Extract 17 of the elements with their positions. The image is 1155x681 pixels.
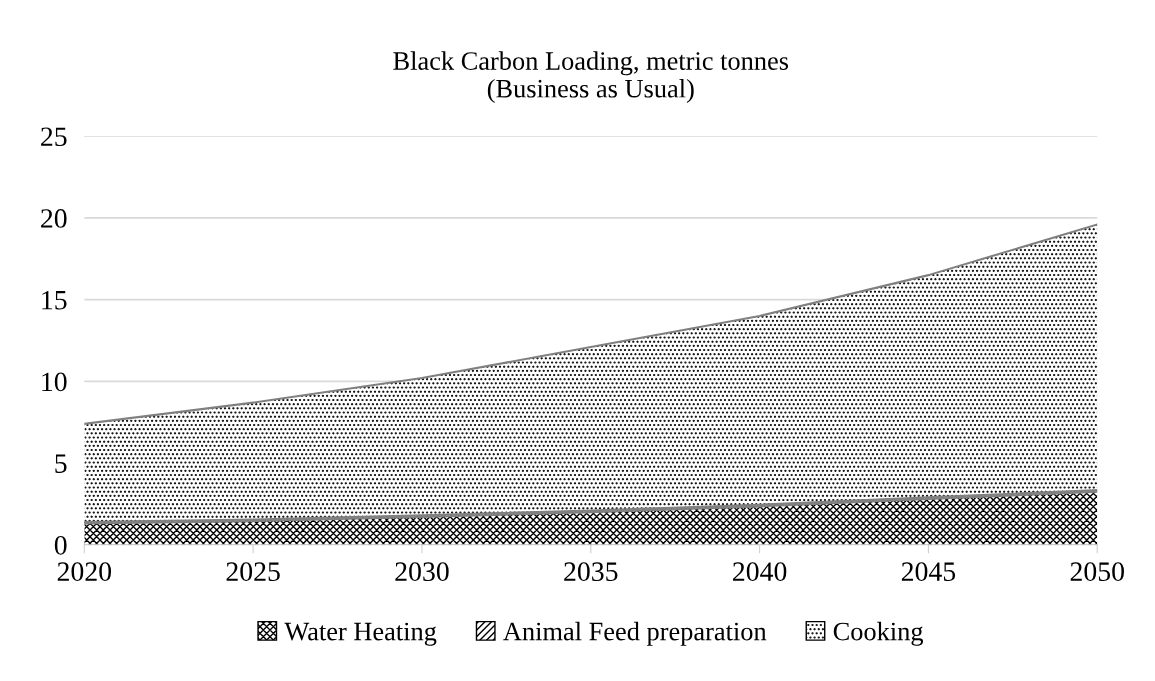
x-tick-label: 2035 <box>564 562 618 582</box>
x-tick-label: 2020 <box>57 562 112 582</box>
legend-label: Cooking <box>833 621 924 646</box>
legend-label: Animal Feed preparation <box>503 621 767 646</box>
x-tick-label: 2025 <box>226 562 280 582</box>
y-tick-label: 15 <box>42 290 67 310</box>
chart-title: Black Carbon Loading, metric tonnes (Business as Usual) <box>393 51 789 103</box>
y-tick-label: 25 <box>41 127 67 147</box>
y-tick-label: 20 <box>41 209 67 228</box>
x-tick-label: 2040 <box>733 562 787 582</box>
x-tick-label: 2050 <box>1070 562 1124 582</box>
y-tick-label: 5 <box>55 454 67 473</box>
x-tick-label: 2045 <box>901 562 956 582</box>
y-tick-label: 0 <box>54 535 67 555</box>
x-tick-label: 2030 <box>395 562 449 582</box>
y-tick-label: 10 <box>42 372 67 392</box>
legend-label: Water Heating <box>284 622 437 646</box>
